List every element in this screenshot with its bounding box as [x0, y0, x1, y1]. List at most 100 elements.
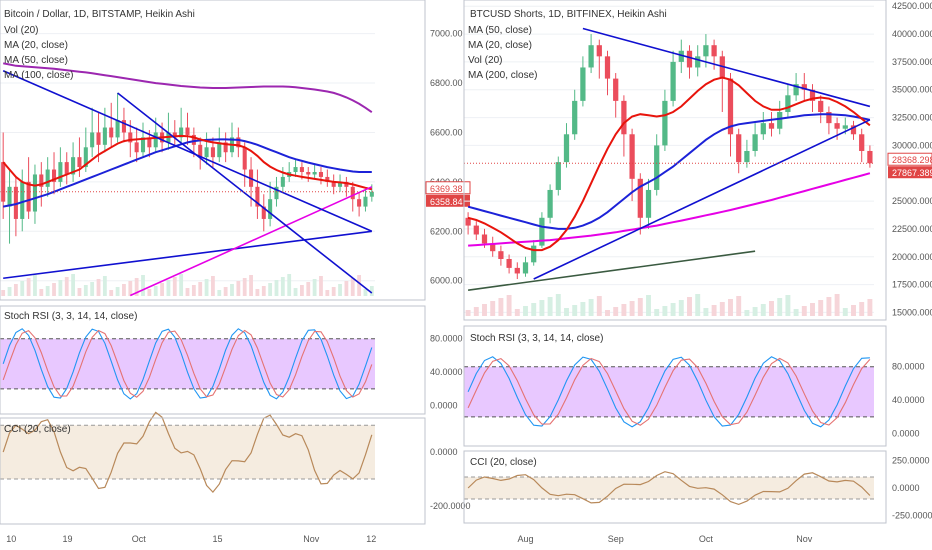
candle-body[interactable] [20, 181, 25, 219]
candle-body[interactable] [629, 134, 635, 179]
left-price-axis[interactable]: 7000.006800.006600.006400.006200.006000.… [425, 29, 471, 286]
candle-body[interactable] [1, 162, 6, 202]
candle-body[interactable] [465, 217, 471, 226]
candle-body[interactable] [134, 142, 139, 153]
trend-line[interactable] [467, 250, 756, 291]
candle-body[interactable] [198, 144, 203, 158]
candle-body[interactable] [522, 262, 529, 274]
candle-body[interactable] [268, 199, 273, 219]
trend-line[interactable] [2, 69, 373, 233]
candle-body[interactable] [299, 167, 304, 172]
candle-body[interactable] [867, 150, 873, 164]
candle-body[interactable] [793, 84, 799, 96]
candle-body[interactable] [242, 147, 247, 170]
candle-body[interactable] [109, 127, 114, 138]
candle-body[interactable] [711, 45, 717, 57]
candle-body[interactable] [547, 189, 553, 218]
right-price-pane[interactable] [464, 5, 874, 316]
right-cci-pane[interactable]: 250.0000 0.0000 -250.0000 [464, 455, 932, 521]
candle-body[interactable] [555, 162, 561, 190]
candle-body[interactable] [293, 167, 298, 172]
candle-body[interactable] [842, 125, 848, 129]
candle-body[interactable] [645, 189, 652, 218]
candle-body[interactable] [588, 45, 594, 68]
candle-body[interactable] [363, 196, 368, 207]
left-time-axis[interactable]: 10 19 Oct 15 Nov 12 [6, 534, 376, 544]
candle-body[interactable] [859, 134, 865, 151]
candle-body[interactable] [818, 100, 824, 113]
candle-body[interactable] [210, 147, 215, 158]
trend-line[interactable] [533, 119, 871, 280]
candle-body[interactable] [45, 169, 50, 187]
candle-body[interactable] [217, 142, 222, 158]
right-time-axis[interactable]: Aug Sep Oct Nov [517, 534, 812, 544]
candle-body[interactable] [185, 127, 190, 135]
candle-body[interactable] [531, 245, 537, 263]
candle-body[interactable] [369, 191, 374, 197]
candle-body[interactable] [306, 172, 311, 175]
candle-body[interactable] [744, 150, 750, 163]
candle-body[interactable] [727, 78, 734, 135]
candle-body[interactable] [58, 162, 63, 182]
candle-body[interactable] [128, 132, 133, 143]
candle-body[interactable] [191, 134, 196, 145]
candle-body[interactable] [686, 50, 693, 68]
candle-body[interactable] [777, 112, 783, 129]
candle-body[interactable] [752, 134, 758, 151]
candle-body[interactable] [506, 258, 512, 268]
candle-body[interactable] [695, 56, 701, 68]
candle-body[interactable] [613, 78, 619, 101]
candle-body[interactable] [325, 176, 330, 182]
candle-body[interactable] [331, 181, 336, 187]
candle-body[interactable] [26, 181, 31, 212]
candle-body[interactable] [826, 112, 832, 124]
candle-body[interactable] [255, 186, 260, 207]
candle-body[interactable] [736, 134, 742, 163]
candle-body[interactable] [223, 142, 228, 153]
candle-body[interactable] [236, 137, 241, 148]
candle-body[interactable] [51, 169, 57, 182]
candle-body[interactable] [621, 100, 627, 135]
candle-body[interactable] [678, 50, 684, 62]
candle-body[interactable] [481, 234, 488, 244]
candle-body[interactable] [514, 267, 520, 274]
candle-body[interactable] [572, 100, 578, 135]
candle-body[interactable] [90, 132, 95, 148]
candle-body[interactable] [32, 174, 37, 212]
candle-body[interactable] [71, 157, 76, 175]
candle-body[interactable] [768, 123, 775, 129]
candle-body[interactable] [596, 45, 602, 57]
trend-line[interactable] [117, 92, 373, 294]
candle-body[interactable] [96, 132, 101, 145]
left-price-pane[interactable] [0, 33, 375, 297]
candle-body[interactable] [172, 132, 177, 138]
candle-body[interactable] [274, 186, 279, 200]
left-cci-pane[interactable]: 0.0000 -200.0000 [0, 411, 471, 511]
candle-body[interactable] [39, 174, 44, 187]
candle-body[interactable] [83, 147, 88, 168]
trend-line[interactable] [129, 186, 373, 297]
candle-body[interactable] [13, 186, 18, 219]
candle-body[interactable] [670, 61, 676, 101]
candle-body[interactable] [153, 132, 158, 148]
candle-body[interactable] [312, 172, 317, 175]
candle-body[interactable] [350, 186, 355, 200]
right-stoch-rsi-pane[interactable]: 80.0000 40.0000 0.0000 [464, 356, 925, 439]
candle-body[interactable] [785, 95, 791, 113]
candle-body[interactable] [115, 120, 120, 138]
candle-body[interactable] [801, 84, 807, 90]
candle-body[interactable] [77, 157, 82, 168]
candle-body[interactable] [64, 162, 69, 175]
candle-body[interactable] [850, 125, 857, 135]
candle-body[interactable] [344, 181, 349, 187]
right-price-axis[interactable]: 42500.0000 40000.0000 37500.0000 35000.0000… [887, 1, 932, 317]
candle-body[interactable] [261, 206, 266, 219]
candle-body[interactable] [834, 123, 840, 129]
candle-body[interactable] [179, 127, 184, 138]
candle-body[interactable] [719, 56, 725, 79]
candle-body[interactable] [473, 225, 479, 235]
trend-line[interactable] [582, 27, 871, 108]
candle-body[interactable] [318, 172, 324, 177]
candle-body[interactable] [580, 67, 586, 101]
candle-body[interactable] [7, 186, 12, 207]
